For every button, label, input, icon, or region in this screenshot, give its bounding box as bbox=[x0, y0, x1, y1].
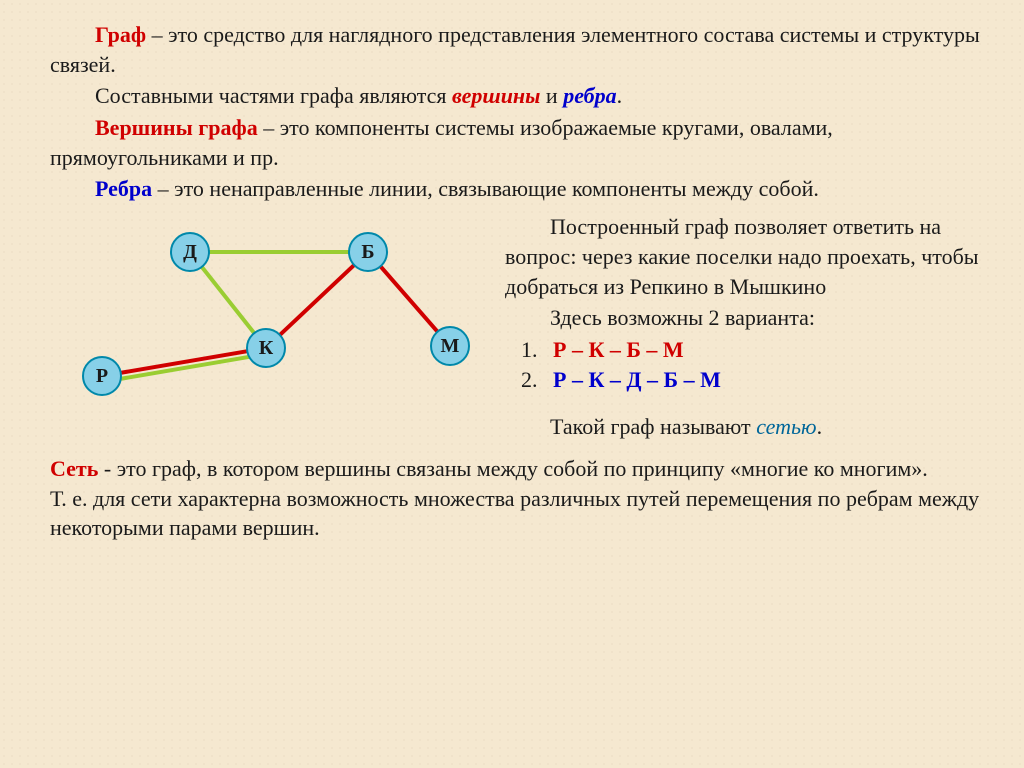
network-tail: Такой граф называют сетью. bbox=[505, 412, 984, 442]
split-container: Д Б К М Р Построенный граф позволяет ответит… bbox=[50, 212, 984, 444]
edges-def: – это ненаправленные линии, связывающие … bbox=[152, 176, 819, 201]
term-vertices: вершины bbox=[452, 83, 540, 108]
parts-mid: и bbox=[540, 83, 563, 108]
route-2: Р – К – Д – Б – М bbox=[543, 365, 984, 395]
edges-para: Ребра – это ненаправленные линии, связыв… bbox=[50, 174, 984, 204]
network-def: Сеть - это граф, в котором вершины связа… bbox=[50, 454, 984, 484]
intro-def: – это средство для наглядного представле… bbox=[50, 22, 980, 77]
graph-node-M: М bbox=[430, 326, 470, 366]
graph-node-K: К bbox=[246, 328, 286, 368]
vertices-para: Вершины графа – это компоненты системы и… bbox=[50, 113, 984, 172]
right-text: Построенный граф позволяет ответить на в… bbox=[505, 212, 984, 444]
term-set: сетью bbox=[756, 414, 816, 439]
term-vertices-graph: Вершины графа bbox=[95, 115, 258, 140]
route-1: Р – К – Б – М bbox=[543, 335, 984, 365]
parts-prefix: Составными частями графа являются bbox=[95, 83, 452, 108]
term-network: Сеть bbox=[50, 456, 98, 481]
term-graph: Граф bbox=[95, 22, 146, 47]
intro-para: Граф – это средство для наглядного предс… bbox=[50, 20, 984, 79]
graph-edge bbox=[102, 346, 267, 378]
parts-suffix: . bbox=[617, 83, 623, 108]
graph-node-R: Р bbox=[82, 356, 122, 396]
question-p1: Построенный граф позволяет ответить на в… bbox=[505, 212, 984, 301]
routes-list: Р – К – Б – М Р – К – Д – Б – М bbox=[505, 335, 984, 394]
graph-edge bbox=[190, 250, 368, 254]
graph-edge bbox=[102, 352, 267, 384]
bottom-section: Сеть - это граф, в котором вершины связа… bbox=[50, 454, 984, 543]
graph-node-B: Б bbox=[348, 232, 388, 272]
question-p2: Здесь возможны 2 варианта: bbox=[505, 303, 984, 333]
graph-node-D: Д bbox=[170, 232, 210, 272]
term-edges: ребра bbox=[563, 83, 616, 108]
term-rebra: Ребра bbox=[95, 176, 152, 201]
parts-para: Составными частями графа являются вершин… bbox=[50, 81, 984, 111]
spacer bbox=[505, 394, 984, 412]
graph-diagram: Д Б К М Р bbox=[50, 212, 490, 412]
network-note: Т. е. для сети характерна возможность мн… bbox=[50, 484, 984, 543]
